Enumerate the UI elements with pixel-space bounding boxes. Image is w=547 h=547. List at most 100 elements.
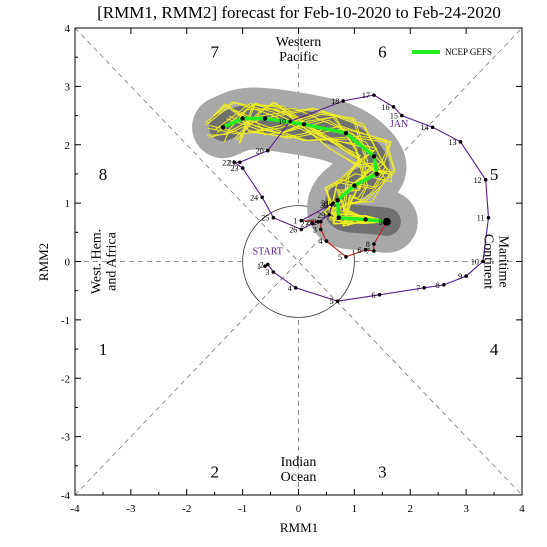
ensemble-member-line: [228, 115, 387, 223]
mean-point: [352, 183, 357, 188]
month-labels: START JAN: [253, 119, 409, 257]
phase-number: 7: [210, 42, 219, 61]
path-point: [441, 283, 446, 287]
day-label: 28: [306, 218, 314, 227]
day-label: 9: [458, 272, 462, 281]
path-point: [263, 264, 267, 268]
region-label-line: Western: [276, 35, 322, 50]
path-point: [372, 249, 376, 253]
day-label: 18: [331, 97, 339, 106]
day-label: 21: [228, 158, 236, 167]
mean-point: [220, 125, 226, 130]
day-label: 5: [330, 297, 334, 306]
path-point: [319, 220, 323, 224]
path-point: [382, 217, 391, 226]
day-label: 1: [257, 262, 261, 271]
path-point: [422, 285, 427, 290]
region-label-line: Indian: [281, 455, 317, 470]
path-point: [481, 259, 485, 264]
y-tick-label: 1: [65, 198, 71, 210]
ensemble-mean-line: [220, 116, 387, 224]
day-label: 17: [362, 91, 370, 100]
mean-point: [240, 116, 245, 121]
path-point: [260, 195, 264, 200]
region-label-line: Ocean: [281, 470, 317, 485]
phase-number: 6: [378, 42, 387, 61]
phase-number: 4: [490, 340, 499, 359]
ensemble-member-line: [239, 102, 392, 225]
path-point: [324, 239, 329, 243]
mean-point: [371, 154, 377, 159]
y-axis-label: RMM2: [36, 243, 51, 281]
x-tick-label: -4: [70, 503, 80, 515]
day-label: 20: [256, 147, 264, 156]
x-tick-label: 1: [352, 503, 358, 515]
phase-number: 5: [490, 165, 499, 184]
day-label: 2: [260, 260, 264, 269]
day-label: 8: [366, 240, 370, 249]
path-point: [288, 119, 292, 124]
day-label: 30: [320, 201, 328, 210]
region-label-line: Continent: [480, 234, 495, 289]
day-label: 23: [231, 164, 239, 173]
path-point: [319, 227, 323, 232]
path-point: [316, 220, 320, 224]
path-point: [483, 177, 488, 182]
phase-number: 1: [99, 340, 108, 359]
day-label: 24: [250, 193, 258, 202]
day-label: 8: [436, 281, 440, 290]
y-tick-label: -1: [61, 315, 70, 327]
mean-point: [374, 171, 379, 177]
mean-point: [262, 116, 268, 121]
y-tick-label: -3: [61, 432, 71, 444]
day-label: 22: [222, 158, 230, 167]
y-tick-label: -2: [61, 373, 70, 385]
path-point: [372, 93, 376, 97]
day-label: 7: [366, 247, 370, 256]
month-label: JAN: [390, 119, 408, 130]
path-point: [327, 213, 332, 217]
day-label: 6: [372, 291, 376, 300]
ensemble-member-line: [205, 101, 387, 224]
path-point: [293, 285, 298, 290]
day-label: 10: [471, 258, 479, 267]
chart-title: [RMM1, RMM2] forecast for Feb-10-2020 to…: [97, 3, 501, 22]
day-label: 4: [288, 284, 292, 293]
region-label-line: Pacific: [279, 50, 318, 65]
mean-point: [301, 122, 307, 127]
path-point: [299, 218, 304, 223]
day-label: 6: [358, 246, 362, 255]
path-point: [372, 242, 376, 246]
phase-number: 3: [378, 463, 387, 482]
path-point: [335, 299, 340, 303]
day-label: 11: [477, 214, 485, 223]
day-label: 26: [289, 225, 297, 234]
path-point: [391, 105, 396, 109]
x-axis-label: RMM1: [280, 520, 318, 535]
x-tick-label: 0: [296, 503, 302, 515]
path-point: [331, 201, 335, 205]
ensemble-member-line: [238, 103, 394, 224]
day-label: 13: [449, 138, 457, 147]
day-label: 14: [421, 123, 429, 132]
y-tick-label: 4: [65, 23, 71, 35]
day-label: 15: [390, 112, 398, 121]
day-label: 29: [317, 211, 325, 220]
ensemble-member-line: [236, 101, 387, 227]
mean-point: [335, 198, 340, 203]
path-point: [265, 148, 270, 153]
path-point: [238, 160, 242, 165]
day-label: 1: [293, 217, 297, 226]
day-label: 2: [313, 218, 317, 227]
path-point: [363, 248, 368, 252]
observed-path-line: [232, 94, 490, 302]
region-label-line: West. Hem.: [89, 229, 104, 294]
mean-point: [336, 215, 341, 220]
legend-label: NCEP GEFS: [445, 47, 492, 57]
day-label: 12: [474, 176, 482, 185]
